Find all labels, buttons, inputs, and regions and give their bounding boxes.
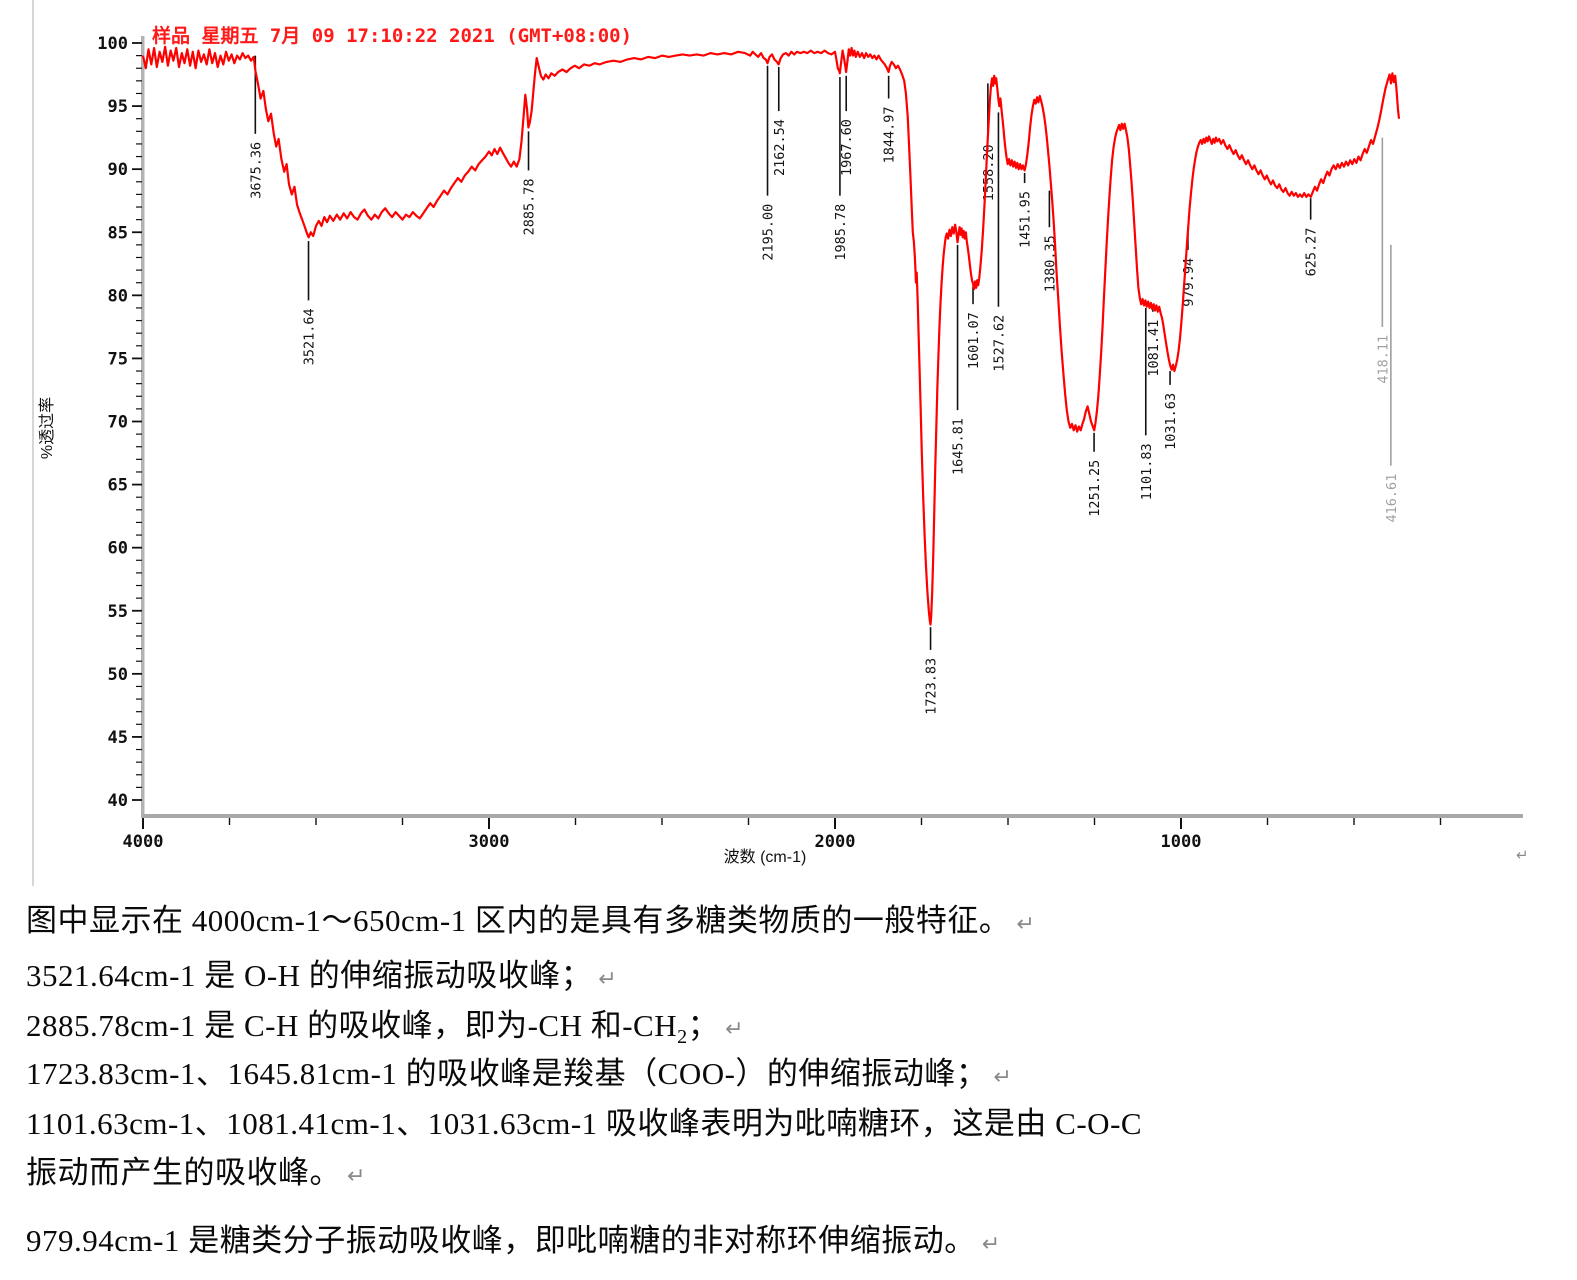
x-tick-label: 1000: [1161, 832, 1202, 852]
peak-label-1558.20: 1558.20: [981, 144, 997, 201]
peak-label-1081.41: 1081.41: [1146, 320, 1162, 377]
peak-label-625.27: 625.27: [1304, 228, 1320, 277]
peak-label-1601.07: 1601.07: [966, 312, 982, 369]
analysis-line-text: 图中显示在 4000cm-1～650cm-1 区内的是具有多糖类物质的一般特征。: [26, 903, 1011, 938]
peak-label-1967.60: 1967.60: [839, 119, 855, 176]
analysis-line-2: 3521.64cm-1 是 O-H 的伸缩振动吸收峰； ↵: [26, 950, 617, 995]
y-tick-label: 50: [108, 665, 128, 685]
peak-label-2162.54: 2162.54: [772, 119, 788, 176]
subscript-text: 2: [677, 1026, 688, 1049]
analysis-line-1: 图中显示在 4000cm-1～650cm-1 区内的是具有多糖类物质的一般特征。…: [26, 895, 1035, 940]
peak-label-2885.78: 2885.78: [522, 178, 538, 235]
paragraph-mark: ↵: [598, 967, 618, 992]
spectrum-curve-layer: [141, 45, 1401, 626]
peak-label-3675.36: 3675.36: [248, 142, 264, 199]
ftir-spectrum-chart: 样品 星期五 7月 09 17:10:22 2021 (GMT+08:00) 4…: [32, 0, 1529, 886]
analysis-line-text: 2885.78cm-1 是 C-H 的吸收峰，即为-CH 和-CH: [26, 1008, 678, 1043]
y-tick-label: 85: [108, 223, 128, 243]
analysis-line-text: 979.94cm-1 是糖类分子振动吸收峰，即吡喃糖的非对称环伸缩振动。: [26, 1223, 976, 1258]
peak-label-1985.78: 1985.78: [833, 204, 849, 261]
y-tick-label: 60: [108, 539, 128, 559]
axes-layer: 40 45 50 55 60 65 70 75 80 85 90 95 100 4000 3000 2000 1…: [97, 34, 1523, 852]
analysis-line-8: .: [26, 1258, 34, 1280]
peak-label-1251.25: 1251.25: [1087, 460, 1103, 517]
analysis-line-7: 979.94cm-1 是糖类分子振动吸收峰，即吡喃糖的非对称环伸缩振动。 ↵: [26, 1215, 1001, 1260]
y-tick-label: 70: [108, 413, 128, 433]
x-tick-label: 4000: [123, 832, 164, 852]
y-axis-line: [141, 36, 145, 818]
peak-label-1451.95: 1451.95: [1018, 191, 1034, 248]
x-tick-label: 3000: [469, 832, 510, 852]
peak-label-1031.63: 1031.63: [1163, 393, 1179, 450]
paragraph-mark: ↵: [981, 1232, 1001, 1257]
x-axis-line: [143, 814, 1523, 818]
y-tick-label: 80: [108, 286, 128, 306]
analysis-line-text: 1723.83cm-1、1645.81cm-1 的吸收峰是羧基（COO-）的伸缩…: [26, 1056, 988, 1091]
y-tick-label: 55: [108, 602, 128, 622]
y-tick-label: 100: [97, 34, 128, 54]
peak-label-1844.97: 1844.97: [882, 107, 898, 164]
x-axis-title: 波数 (cm-1): [724, 848, 807, 866]
analysis-line-3: 2885.78cm-1 是 C-H 的吸收峰，即为-CH 和-CH2； ↵: [26, 1000, 744, 1049]
analysis-line-text: 3521.64cm-1 是 O-H 的伸缩振动吸收峰；: [26, 958, 593, 993]
peak-label-416.61: 416.61: [1384, 474, 1400, 523]
peak-label-1101.83: 1101.83: [1139, 443, 1155, 500]
x-tick-label: 2000: [815, 832, 856, 852]
ftir-spectrum-figure: 样品 星期五 7月 09 17:10:22 2021 (GMT+08:00) 4…: [32, 0, 1529, 886]
y-tick-label: 65: [108, 476, 128, 496]
analysis-line-text: .: [26, 1258, 35, 1280]
y-tick-label: 40: [108, 791, 128, 811]
y-tick-label: 75: [108, 349, 128, 369]
paragraph-mark-chart: ↵: [1516, 846, 1529, 864]
peak-label-1527.62: 1527.62: [991, 315, 1007, 372]
peak-annotations-layer: 3675.36 3521.64 2885.78 2195.00 2162.54 1985.…: [248, 55, 1400, 715]
peak-label-1645.81: 1645.81: [951, 418, 967, 475]
y-tick-label: 45: [108, 728, 128, 748]
paragraph-mark: ↵: [993, 1065, 1013, 1090]
peak-label-1723.83: 1723.83: [924, 658, 940, 715]
peak-label-418.11: 418.11: [1375, 335, 1391, 384]
peak-label-2195.00: 2195.00: [761, 204, 777, 261]
spectrum-curve: [141, 45, 1401, 626]
analysis-line-text: 1101.63cm-1、1081.41cm-1、1031.63cm-1 吸收峰表…: [26, 1106, 1143, 1141]
y-tick-label: 95: [108, 97, 128, 117]
analysis-line-text: 振动而产生的吸收峰。: [26, 1155, 341, 1190]
paragraph-mark: ↵: [1016, 912, 1036, 937]
analysis-line-text: ；: [687, 1008, 720, 1043]
chart-title: 样品 星期五 7月 09 17:10:22 2021 (GMT+08:00): [152, 24, 632, 47]
analysis-line-5: 1101.63cm-1、1081.41cm-1、1031.63cm-1 吸收峰表…: [26, 1098, 1142, 1143]
y-axis-title: %透过率: [38, 397, 56, 459]
peak-label-3521.64: 3521.64: [302, 308, 318, 365]
paragraph-mark: ↵: [725, 1017, 745, 1042]
analysis-line-4: 1723.83cm-1、1645.81cm-1 的吸收峰是羧基（COO-）的伸缩…: [26, 1048, 1012, 1093]
paragraph-mark: ↵: [347, 1164, 366, 1189]
y-tick-label: 90: [108, 160, 128, 180]
analysis-line-6: 振动而产生的吸收峰。 ↵: [26, 1147, 366, 1192]
